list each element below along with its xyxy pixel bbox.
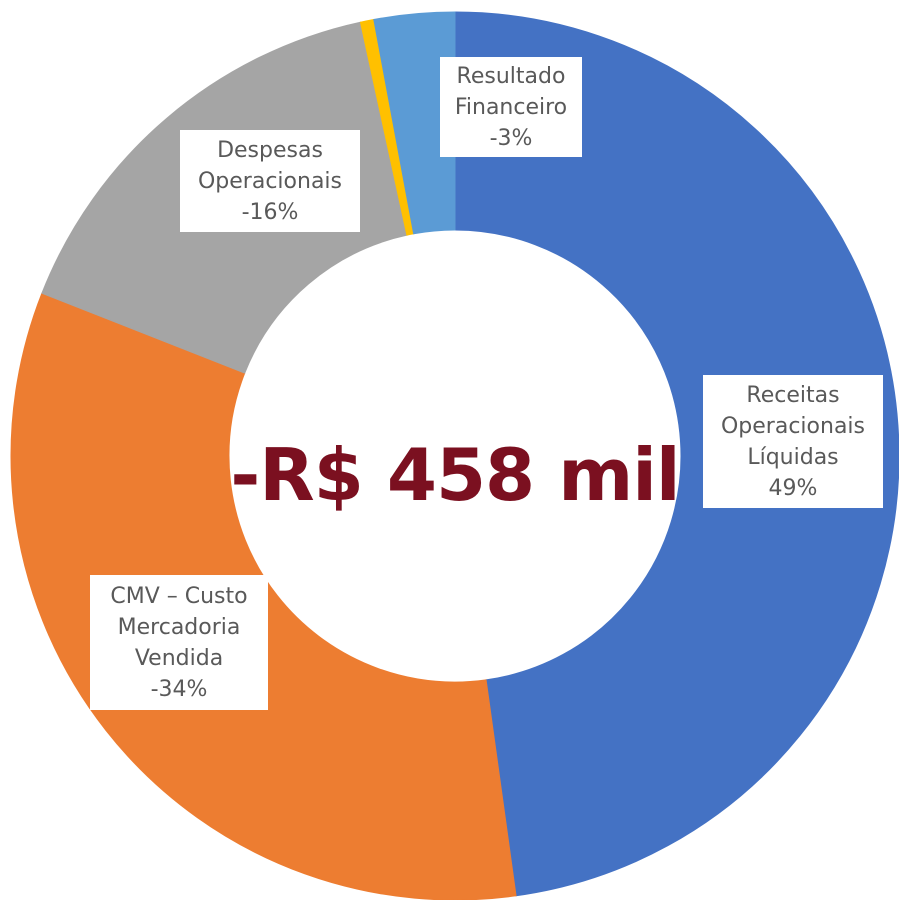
value-label: 49% (768, 475, 818, 501)
value-label: -16% (241, 199, 299, 225)
slice-label: CMV – Custo Mercadoria Vendida -34% (90, 575, 268, 710)
category-name: CMV – Custo Mercadoria Vendida (110, 583, 248, 671)
category-name: Receitas Operacionais Líquidas (720, 382, 865, 470)
slice-label: Resultado Financeiro -3% (440, 57, 582, 157)
category-name: Despesas Operacionais (197, 137, 342, 194)
center-label: -R$ 458 mil (230, 433, 680, 517)
slice-label: Despesas Operacionais -16% (180, 130, 360, 232)
category-name: Resultado Financeiro (454, 63, 568, 120)
slice-label: Receitas Operacionais Líquidas 49% (703, 375, 883, 508)
value-label: -34% (150, 676, 208, 702)
value-label: -3% (489, 125, 533, 151)
donut-slice (454, 11, 899, 897)
